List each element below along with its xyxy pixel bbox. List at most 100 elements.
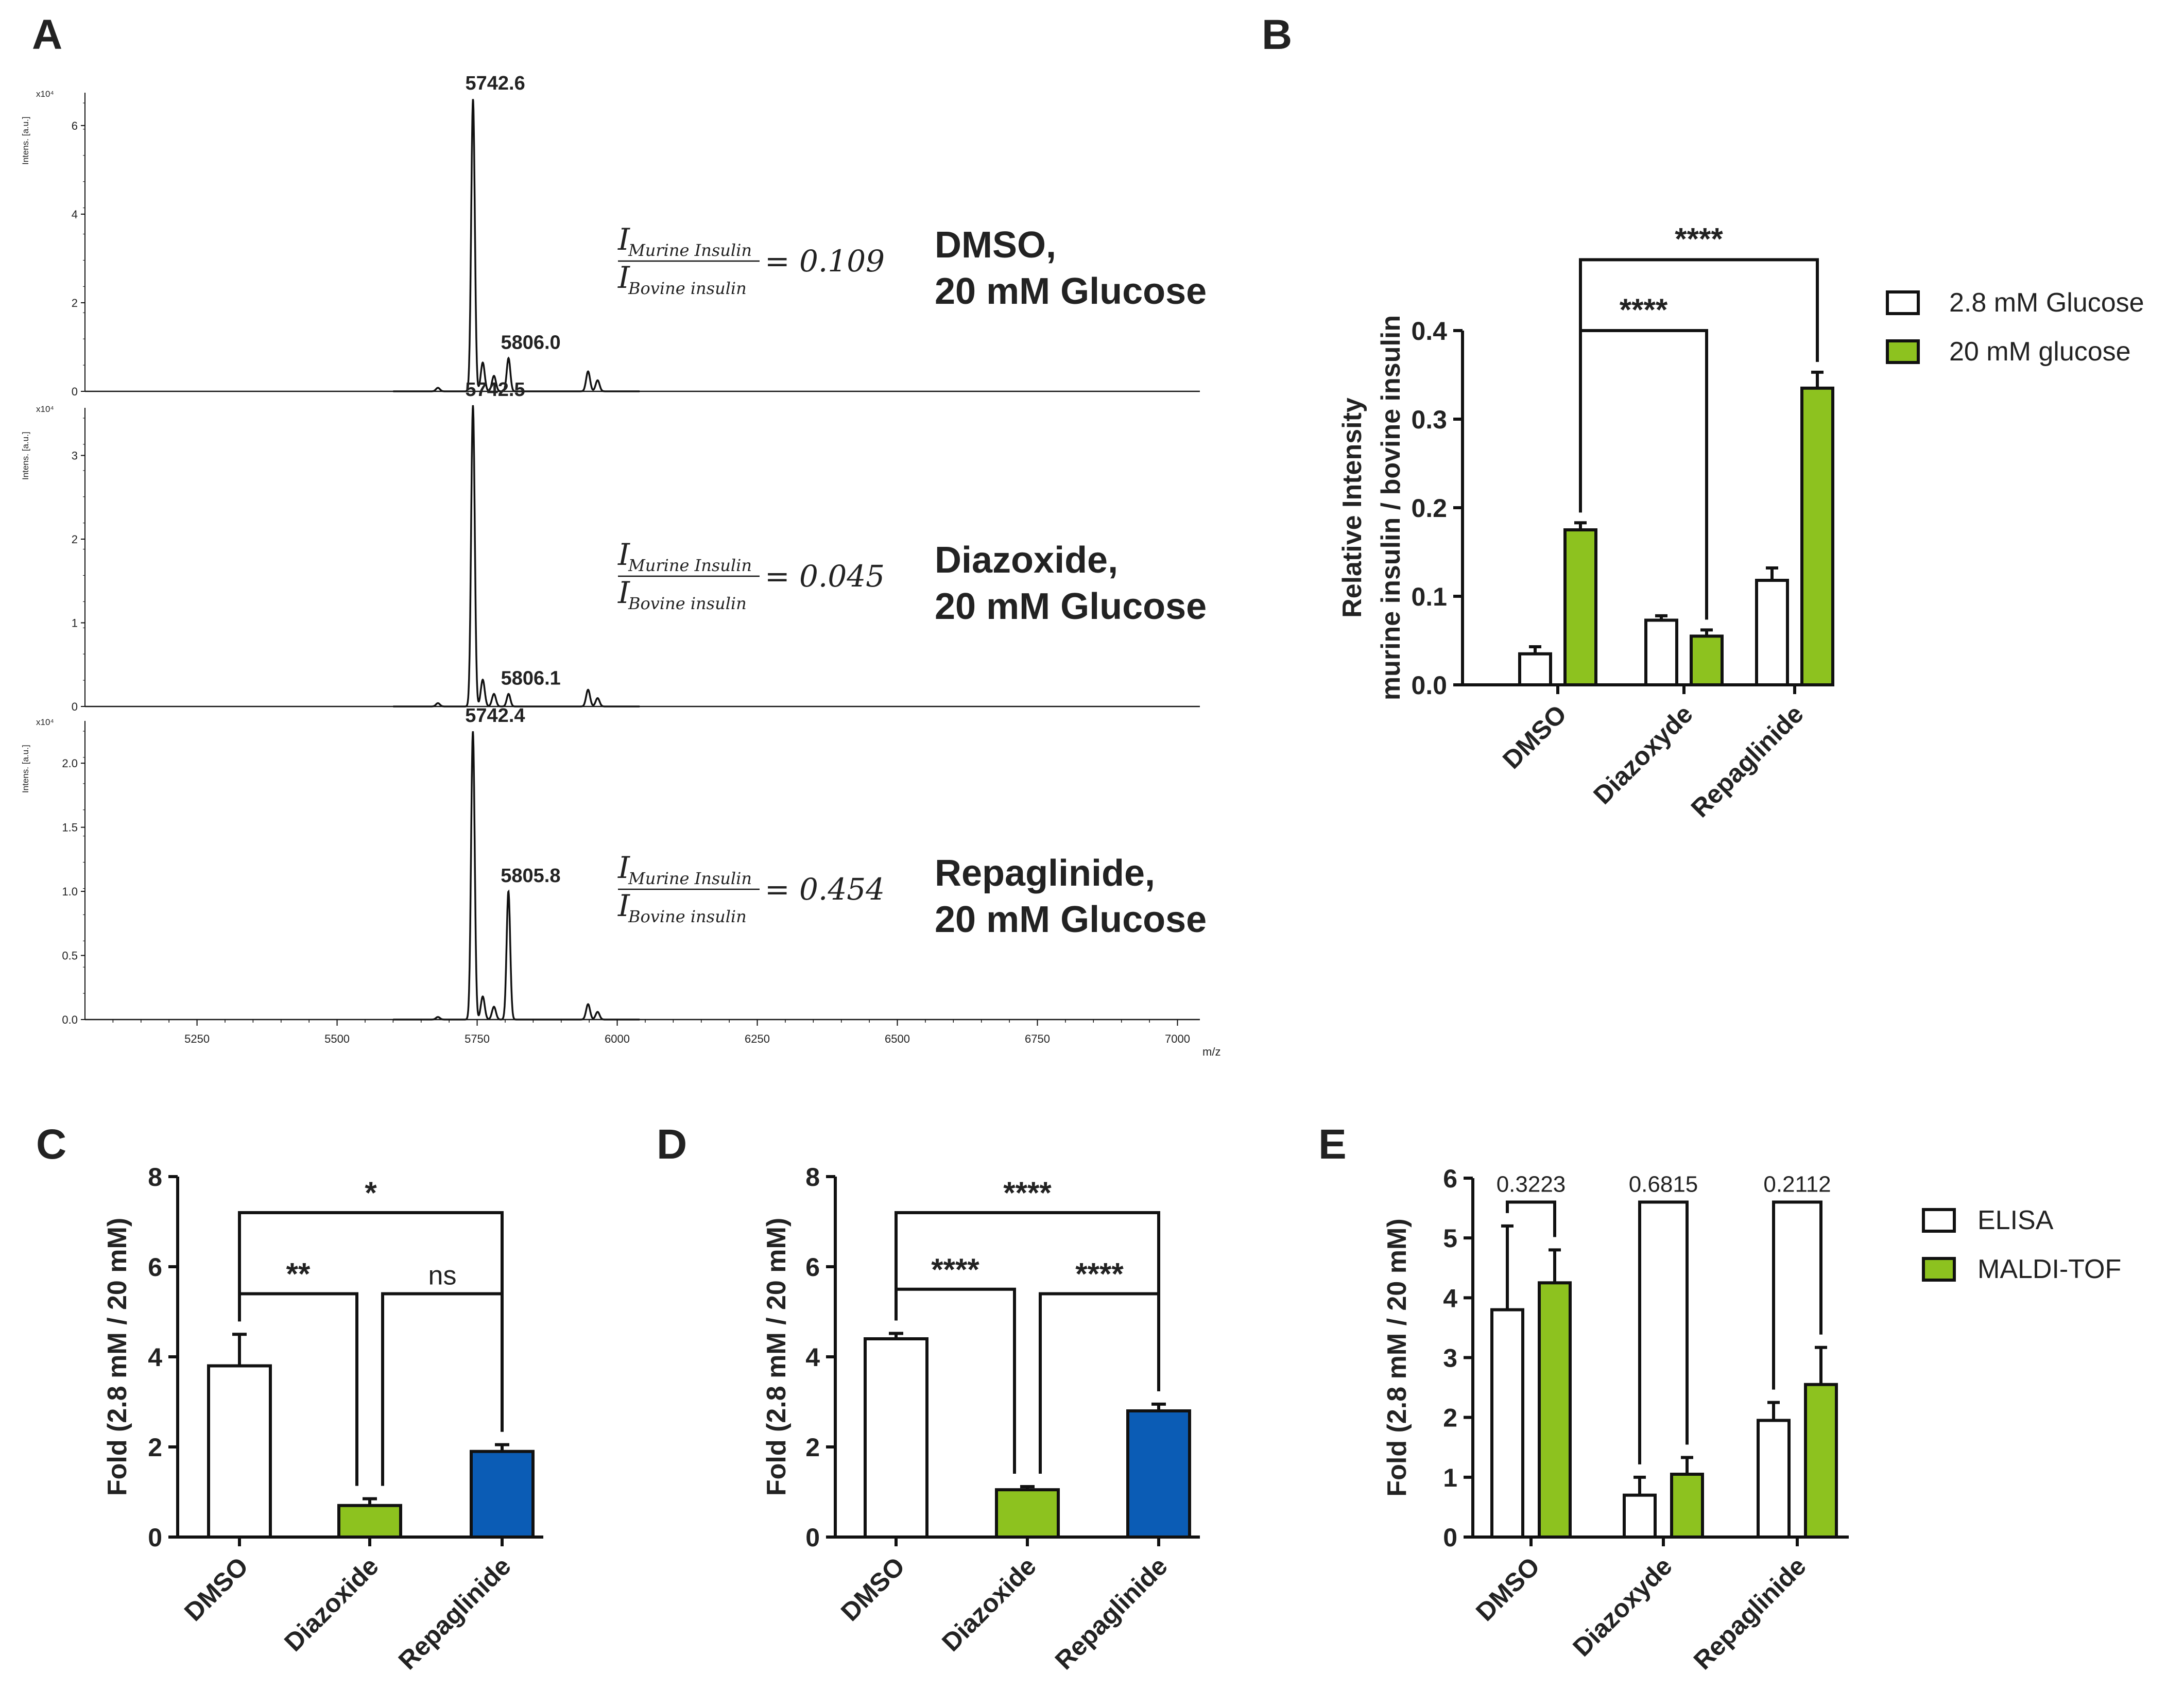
y-tick-label: 2: [148, 1433, 162, 1462]
formula-denominator-symbol: I: [617, 575, 630, 610]
spectrum-y-multiplier: x10⁴: [36, 404, 54, 414]
significance-label: **: [286, 1257, 311, 1291]
formula-numerator-symbol: I: [617, 537, 630, 572]
condition-label-line2: 20 mM Glucose: [935, 586, 1207, 627]
legend-swatch: [1922, 1208, 1956, 1233]
y-axis-label: murine insulin / bovine insulin: [1376, 315, 1406, 700]
spectrum-y-tick-label: 2: [72, 297, 78, 309]
spectrum-y-multiplier: x10⁴: [36, 89, 54, 99]
spectrum-y-tick-label: 2.0: [62, 757, 78, 770]
legend-swatch: [1886, 339, 1920, 364]
bar-2-8-mm-glucose: [1755, 579, 1789, 687]
category-label: Repaglinide: [1050, 1551, 1173, 1675]
bar-20-mm-glucose: [1563, 528, 1597, 686]
y-tick-label: 4: [148, 1343, 162, 1372]
panel-letter-D: D: [657, 1121, 687, 1168]
pvalue-label: 0.2112: [1763, 1171, 1831, 1197]
y-tick-label: 1: [1443, 1463, 1457, 1492]
bar-elisa: [1623, 1493, 1657, 1539]
peak-label: 5742.6: [466, 73, 525, 94]
y-tick-label: 0.0: [1411, 671, 1447, 700]
spectrum-x-tick-label: 6750: [1025, 1032, 1050, 1045]
legend-swatch: [1922, 1257, 1956, 1282]
category-label: Diazoxyde: [1567, 1551, 1677, 1662]
category-label: Diazoxide: [936, 1551, 1042, 1657]
spectrum-y-label: Intens. [a.u.]: [21, 116, 30, 165]
formula-denominator-symbol: I: [617, 888, 630, 923]
peak-label: 5806.0: [501, 332, 560, 353]
y-axis-label: Relative Intensity: [1337, 398, 1367, 618]
legend-label: 2.8 mM Glucose: [1949, 288, 2144, 318]
bar-dmso: [864, 1337, 928, 1539]
y-tick-label: 4: [1443, 1284, 1457, 1313]
category-label: Repaglinide: [1686, 699, 1809, 823]
y-tick-label: 0.1: [1411, 582, 1447, 611]
y-tick-label: 6: [805, 1253, 820, 1282]
y-tick-label: 0.3: [1411, 405, 1447, 434]
spectrum-y-tick-label: 0: [72, 385, 78, 398]
condition-label-line2: 20 mM Glucose: [935, 899, 1207, 940]
condition-label-line1: Diazoxide,: [935, 540, 1118, 581]
formula-ratio: = 0.109: [765, 244, 885, 279]
significance-label: ****: [1620, 292, 1668, 327]
category-label: DMSO: [1497, 699, 1572, 774]
spectrum-trace: [393, 731, 640, 1021]
y-tick-label: 6: [1443, 1164, 1457, 1193]
category-label: DMSO: [179, 1551, 254, 1627]
panel-letter-B: B: [1262, 11, 1292, 58]
y-tick-label: 0.4: [1411, 317, 1447, 346]
panel-b-chart: 0.0 0.1 0.2 0.3 0.4 Relative Intensity murine …: [1337, 221, 2144, 823]
formula-numerator: Murine Insulin: [628, 869, 752, 888]
peak-label: 5742.5: [465, 379, 525, 401]
significance-bracket: [1579, 329, 1708, 620]
significance-label: ****: [1075, 1257, 1124, 1291]
legend-swatch: [1886, 290, 1920, 315]
spectrum-x-tick-label: 5250: [184, 1032, 210, 1045]
spectrum-y-tick-label: 3: [72, 450, 78, 462]
formula-denominator: Bovine insulin: [628, 279, 747, 298]
y-tick-label: 2: [1443, 1404, 1457, 1433]
condition-label-line2: 20 mM Glucose: [935, 271, 1207, 312]
y-tick-label: 6: [148, 1253, 162, 1282]
y-tick-label: 0: [1443, 1523, 1457, 1552]
category-label: DMSO: [1470, 1551, 1545, 1627]
spectrum-y-tick-label: 4: [72, 208, 78, 221]
spectrum-y-multiplier: x10⁴: [36, 717, 54, 727]
panel-letter-E: E: [1318, 1121, 1347, 1168]
significance-bracket: [895, 1211, 1160, 1391]
category-label: Diazoxyde: [1588, 699, 1698, 809]
bar-2-8-mm-glucose: [1644, 618, 1678, 686]
spectrum-x-tick-label: 5500: [324, 1032, 350, 1045]
formula-ratio: = 0.045: [765, 559, 885, 594]
bar-20-mm-glucose: [1800, 386, 1834, 686]
condition-label-line1: DMSO,: [935, 225, 1056, 266]
significance-label: ****: [931, 1252, 979, 1287]
y-axis-label: Fold (2.8 mM / 20 mM): [762, 1218, 792, 1496]
formula-numerator-symbol: I: [617, 222, 630, 257]
spectrum-x-tick-label: 6000: [605, 1032, 630, 1045]
spectrum-x-tick-label: 6250: [745, 1032, 770, 1045]
panel-d-chart: 0 2 4 6 8 Fold (2.8 mM / 20 mM) DMSO Diazoxide R…: [762, 1163, 1200, 1675]
spectrum-x-tick-label: 7000: [1165, 1032, 1190, 1045]
panel-letter-C: C: [36, 1121, 66, 1168]
y-axis-label: Fold (2.8 mM / 20 mM): [1382, 1218, 1412, 1496]
formula-numerator: Murine Insulin: [628, 240, 752, 260]
pvalue-bracket: [1772, 1200, 1822, 1390]
panel-e-chart: 0 1 2 3 4 5 6 Fold (2.8 mM / 20 mM) DMSO Diazoxyd…: [1382, 1164, 2121, 1675]
peak-label: 5742.4: [465, 705, 525, 727]
category-label: DMSO: [835, 1551, 910, 1627]
y-tick-label: 8: [805, 1163, 820, 1192]
peak-label: 5806.1: [501, 668, 561, 689]
bar-repaglinide: [1126, 1409, 1191, 1539]
y-tick-label: 0: [805, 1523, 820, 1552]
pvalue-bracket: [1506, 1200, 1556, 1237]
y-tick-label: 4: [805, 1343, 820, 1372]
bar-dmso: [207, 1364, 272, 1539]
formula-denominator-symbol: I: [617, 260, 630, 295]
spectrum-y-tick-label: 1: [72, 617, 78, 630]
y-axis-label: Fold (2.8 mM / 20 mM): [102, 1218, 132, 1496]
y-tick-label: 0.2: [1411, 494, 1447, 523]
bar-maldi-tof: [1538, 1281, 1572, 1539]
spectrum-y-tick-label: 6: [72, 119, 78, 132]
condition-label-line1: Repaglinide,: [935, 853, 1155, 894]
